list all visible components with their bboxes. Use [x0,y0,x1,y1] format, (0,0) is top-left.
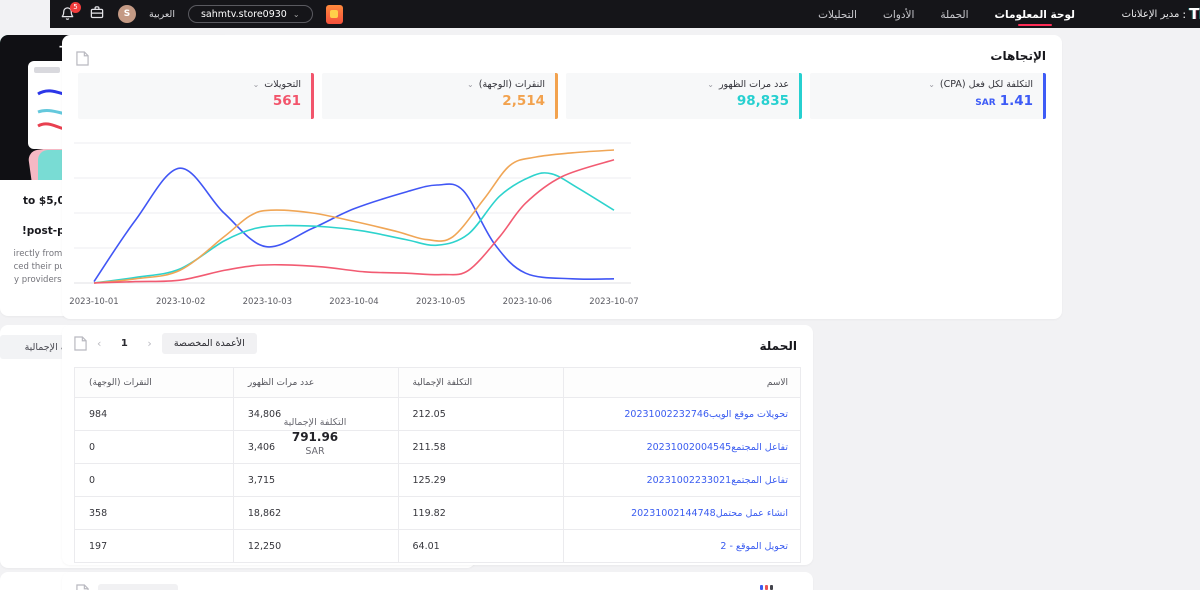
metric-value: 1.41 [950,93,983,109]
metric-card-impressions[interactable]: عدد مرات الظهور ⌄ 98,835 [516,73,752,119]
campaign-name-link[interactable]: تفاعل المجتمع20231002233021 [597,475,738,486]
metric-label: التحويلات [214,79,251,90]
cell-total-cost: 119.82 [348,497,514,530]
cell-clicks: 197 [25,530,184,563]
metric-card-conversions[interactable]: التحويلات ⌄ 561 [28,73,264,119]
cell-total-cost: 64.01 [348,530,514,563]
line-chart-svg [24,135,581,297]
chevron-down-icon: ⌄ [243,10,250,19]
export-document-icon[interactable] [26,51,39,66]
trends-section: الإتجاهات التكلفة لكل فعل (CPA) ⌄ 1.41 SAR… [12,35,1012,319]
cell-total-cost: 125.29 [348,464,514,497]
main-nav: لوحة المعلومات الحملة الأدوات التحليلات [768,0,1025,28]
table-row: تحويل الموقع - 2 64.01 12,250 197 [25,530,751,563]
nav-campaign[interactable]: الحملة [890,2,918,27]
nav-tools[interactable]: الأدوات [833,2,864,27]
custom-columns-button[interactable]: الأعمدة المخصصة [112,333,207,354]
column-name[interactable]: الاسم [514,368,751,398]
account-name: sahmtv.store0930 [151,9,237,20]
campaign-name-link[interactable]: انشاء عمل محتمل20231002144748 [581,508,738,519]
metric-unit: SAR [925,98,945,108]
notification-badge: 5 [20,2,31,13]
cell-clicks: 984 [25,398,184,431]
topbar-actions: 5 S العربية sahmtv.store0930 ⌄ [10,0,293,28]
x-axis-tick: 2023-10-05 [366,297,415,307]
x-axis-tick: 2023-10-06 [453,297,502,307]
table-row: تفاعل المجتمع20231002004545 211.58 3,406 0 [25,431,751,464]
page-number[interactable]: 1 [61,334,87,354]
table-row: تفاعل المجتمع20231002233021 125.29 3,715 0 [25,464,751,497]
top-navigation-bar: TikTok : مدير الإعلانات لوحة المعلومات ا… [0,0,1200,28]
nav-analytics[interactable]: التحليلات [768,2,807,27]
trends-line-chart: 2023-10-01 2023-10-02 2023-10-03 2023-10-04… [24,135,581,311]
column-clicks[interactable]: النقرات (الوجهة) [25,368,184,398]
chevron-down-icon[interactable]: ⌄ [657,80,664,89]
promotion-gift-icon[interactable] [276,5,293,24]
inbox-briefcase-icon[interactable] [39,5,55,24]
chart-line [44,150,564,283]
campaign-table: الاسم التكلفة الإجمالية عدد مرات الظهور … [24,367,751,563]
metric-label: عدد مرات الظهور [669,79,739,90]
campaign-name-link[interactable]: تحويلات موقع الويب20231002232746 [574,409,738,420]
dashboard-main: + [0,28,1200,590]
clipped-pill-button[interactable] [48,584,128,590]
cell-clicks: 0 [25,464,184,497]
export-document-icon[interactable] [24,336,37,351]
chevron-down-icon[interactable]: ⌄ [417,80,424,89]
ads-manager-label: مدير الإعلانات [1072,9,1130,20]
notifications-bell-icon[interactable]: 5 [10,6,26,22]
cell-clicks: 358 [25,497,184,530]
metric-card-cpa[interactable]: التكلفة لكل فعل (CPA) ⌄ 1.41 SAR [760,73,996,119]
x-axis-labels: 2023-10-01 2023-10-02 2023-10-03 2023-10-04… [24,297,581,311]
metric-label: النقرات (الوجهة) [429,79,495,90]
x-axis-tick: 2023-10-04 [279,297,328,307]
table-row: تحويلات موقع الويب20231002232746 212.05 34… [25,398,751,431]
chart-line [44,173,564,283]
x-axis-tick: 2023-10-07 [539,297,588,307]
table-row: انشاء عمل محتمل20231002144748 119.82 18,86… [25,497,751,530]
clipped-title-marks [710,585,723,590]
export-document-icon[interactable] [26,584,39,590]
metric-card-clicks[interactable]: النقرات (الوجهة) ⌄ 2,514 [272,73,508,119]
brand-colon: : [1132,8,1136,21]
nav-dashboard[interactable]: لوحة المعلومات [945,2,1026,27]
trends-title: الإتجاهات [940,49,996,63]
tiktok-logo: TikTok [1139,5,1190,23]
x-axis-tick: 2023-10-02 [106,297,155,307]
table-header-row: الاسم التكلفة الإجمالية عدد مرات الظهور … [25,368,751,398]
avatar[interactable]: S [68,5,86,23]
chart-line [44,168,564,281]
x-axis-tick: 2023-10-03 [193,297,242,307]
x-axis-tick: 2023-10-01 [19,297,68,307]
metric-label: التكلفة لكل فعل (CPA) [890,79,983,90]
prev-page-icon[interactable]: ‹ [47,337,51,350]
next-page-icon[interactable]: › [97,337,101,350]
campaign-toolbar: ‹ 1 › الأعمدة المخصصة [24,333,207,354]
column-total-cost[interactable]: التكلفة الإجمالية [348,368,514,398]
campaign-name-link[interactable]: تحويل الموقع - 2 [670,541,738,552]
metric-value: 561 [223,93,251,109]
cell-total-cost: 212.05 [348,398,514,431]
campaign-name-link[interactable]: تفاعل المجتمع20231002004545 [597,442,738,453]
brand: TikTok : مدير الإعلانات [1072,0,1190,28]
metric-cards: التكلفة لكل فعل (CPA) ⌄ 1.41 SAR عدد مرات … [28,73,996,119]
chevron-down-icon[interactable]: ⌄ [203,80,210,89]
cell-total-cost: 211.58 [348,431,514,464]
campaign-title: الحملة [710,339,748,353]
adgroup-section-partial [12,572,763,590]
metric-value: 2,514 [452,93,495,109]
chevron-down-icon[interactable]: ⌄ [878,80,885,89]
language-switcher[interactable]: العربية [99,9,125,20]
account-selector[interactable]: sahmtv.store0930 ⌄ [138,5,263,23]
donut-center-label: التكلفة الإجمالية 791.96 SAR [199,371,331,503]
cell-clicks: 0 [25,431,184,464]
metric-value: 98,835 [687,93,739,109]
campaign-section: الحملة ‹ 1 › الأعمدة المخصصة الاسم التكل… [12,325,763,565]
cell-impressions: 12,250 [183,530,348,563]
